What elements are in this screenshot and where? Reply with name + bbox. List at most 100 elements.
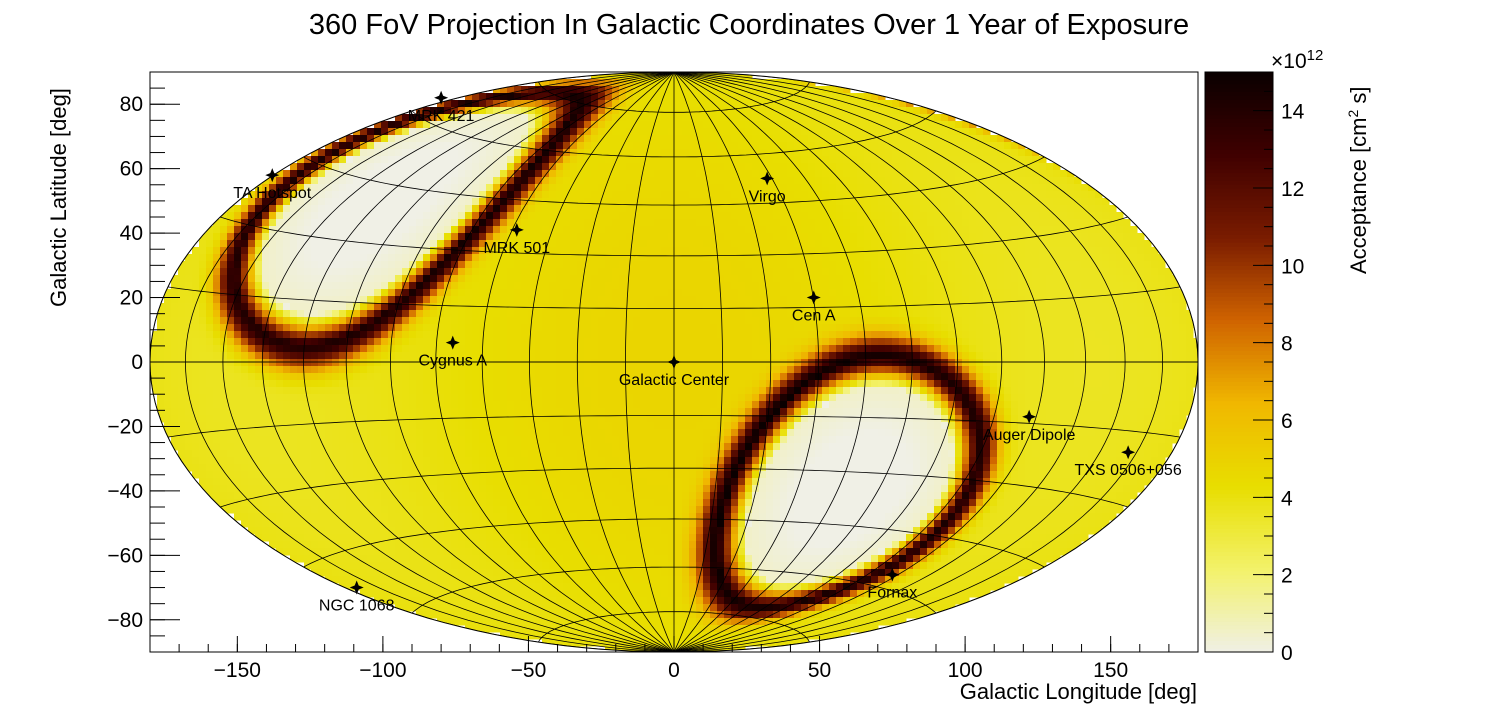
colorbar-cell — [1205, 157, 1273, 162]
sky-boundary — [149, 71, 1199, 653]
colorbar-cell — [1205, 141, 1273, 147]
colorbar-cell — [1205, 574, 1273, 580]
colorbar-cell — [1205, 75, 1273, 81]
colorbar-cell — [1205, 435, 1273, 440]
colorbar-cell — [1205, 145, 1273, 150]
colorbar: 0 2 4 6 8 10 12 14 — [1204, 71, 1305, 665]
star-marker — [667, 355, 681, 369]
colorbar-cell — [1205, 478, 1273, 483]
y-tick-label: 80 — [120, 93, 143, 116]
colorbar-cell — [1205, 381, 1273, 386]
colorbar-cell — [1205, 648, 1273, 653]
source-ngc-1068: NGC 1068 — [319, 580, 395, 615]
colorbar-cell — [1205, 172, 1273, 177]
colorbar-cell — [1205, 466, 1273, 471]
colorbar-cell — [1205, 396, 1273, 402]
colorbar-cell — [1205, 292, 1273, 297]
colorbar-cell — [1205, 323, 1273, 328]
colorbar-exponent: ×1012 — [1271, 47, 1323, 73]
star-marker — [349, 580, 364, 595]
colorbar-cell — [1205, 253, 1273, 259]
colorbar-cell — [1205, 563, 1273, 568]
colorbar-cell — [1205, 102, 1273, 108]
colorbar-cell — [1205, 342, 1273, 348]
colorbar-cell — [1205, 493, 1273, 498]
colorbar-cell — [1205, 458, 1273, 464]
colorbar-cell — [1205, 369, 1273, 375]
colorbar-tick-label: 6 — [1281, 410, 1293, 433]
colorbar-cell — [1205, 164, 1273, 170]
colorbar-cell — [1205, 91, 1273, 96]
colorbar-cell — [1205, 137, 1273, 143]
colorbar-tick-label: 0 — [1281, 642, 1293, 665]
colorbar-cell — [1205, 601, 1273, 607]
colorbar-cell — [1205, 319, 1273, 324]
source-virgo: Virgo — [749, 171, 786, 205]
colorbar-cell — [1205, 578, 1273, 583]
colorbar-cell — [1205, 118, 1273, 123]
colorbar-cell — [1205, 400, 1273, 406]
x-axis-label: Galactic Longitude [deg] — [960, 679, 1197, 704]
colorbar-cell — [1205, 288, 1273, 293]
colorbar-cell — [1205, 621, 1273, 626]
colorbar-cell — [1205, 597, 1273, 603]
colorbar-cell — [1205, 559, 1273, 564]
colorbar-cell — [1205, 505, 1273, 510]
colorbar-cell — [1205, 180, 1273, 185]
colorbar-cell — [1205, 334, 1273, 340]
y-tick-label: −60 — [107, 544, 143, 567]
x-tick-label: 50 — [808, 659, 831, 682]
x-tick-label: 150 — [1093, 659, 1128, 682]
colorbar-cell — [1205, 582, 1273, 587]
colorbar-cell — [1205, 590, 1273, 595]
colorbar-cell — [1205, 215, 1273, 220]
source-label: TA Hotspot — [233, 185, 312, 202]
x-tick-label: 100 — [948, 659, 983, 682]
colorbar-cell — [1205, 226, 1273, 232]
x-tick-label: −50 — [511, 659, 547, 682]
colorbar-cell — [1205, 392, 1273, 398]
source-label: NGC 1068 — [319, 598, 395, 615]
y-tick-label: 40 — [120, 222, 143, 245]
star-marker — [806, 290, 821, 305]
colorbar-cell — [1205, 300, 1273, 305]
colorbar-cell — [1205, 586, 1273, 591]
colorbar-cell — [1205, 431, 1273, 437]
colorbar-cell — [1205, 304, 1273, 309]
colorbar-cell — [1205, 617, 1273, 622]
colorbar-cell — [1205, 427, 1273, 433]
colorbar-cell — [1205, 389, 1273, 394]
colorbar-cell — [1205, 257, 1273, 263]
colorbar-cell — [1205, 199, 1273, 205]
source-auger-dipole: Auger Dipole — [983, 409, 1076, 444]
colorbar-cell — [1205, 311, 1273, 317]
star-marker — [1022, 409, 1037, 424]
source-label: Virgo — [749, 188, 786, 205]
colorbar-cell — [1205, 613, 1273, 618]
y-tick-label: 20 — [120, 287, 143, 310]
colorbar-cell — [1205, 273, 1273, 278]
colorbar-cell — [1205, 570, 1273, 576]
colorbar-cell — [1205, 408, 1273, 413]
colorbar-cell — [1205, 114, 1273, 119]
colorbar-cell — [1205, 234, 1273, 239]
colorbar-cell — [1205, 95, 1273, 100]
colorbar-cell — [1205, 246, 1273, 251]
colorbar-cell — [1205, 470, 1273, 475]
source-label: TXS 0506+056 — [1075, 462, 1182, 479]
colorbar-cell — [1205, 238, 1273, 243]
colorbar-cell — [1205, 416, 1273, 421]
star-marker — [445, 335, 460, 350]
source-label: Cygnus A — [419, 353, 488, 370]
colorbar-cell — [1205, 644, 1273, 649]
colorbar-tick-label: 12 — [1281, 178, 1304, 201]
colorbar-cell — [1205, 153, 1273, 158]
colorbar-cell — [1205, 632, 1273, 638]
axes: −150 −100 −50 0 50 100 150 −80 −60 −40 −20 0 20 40 60 8… — [107, 71, 1199, 682]
colorbar-cell — [1205, 481, 1273, 487]
colorbar-cell — [1205, 122, 1273, 127]
colorbar-cell — [1205, 512, 1273, 518]
colorbar-cell — [1205, 412, 1273, 417]
source-txs-0506-056: TXS 0506+056 — [1075, 445, 1182, 479]
